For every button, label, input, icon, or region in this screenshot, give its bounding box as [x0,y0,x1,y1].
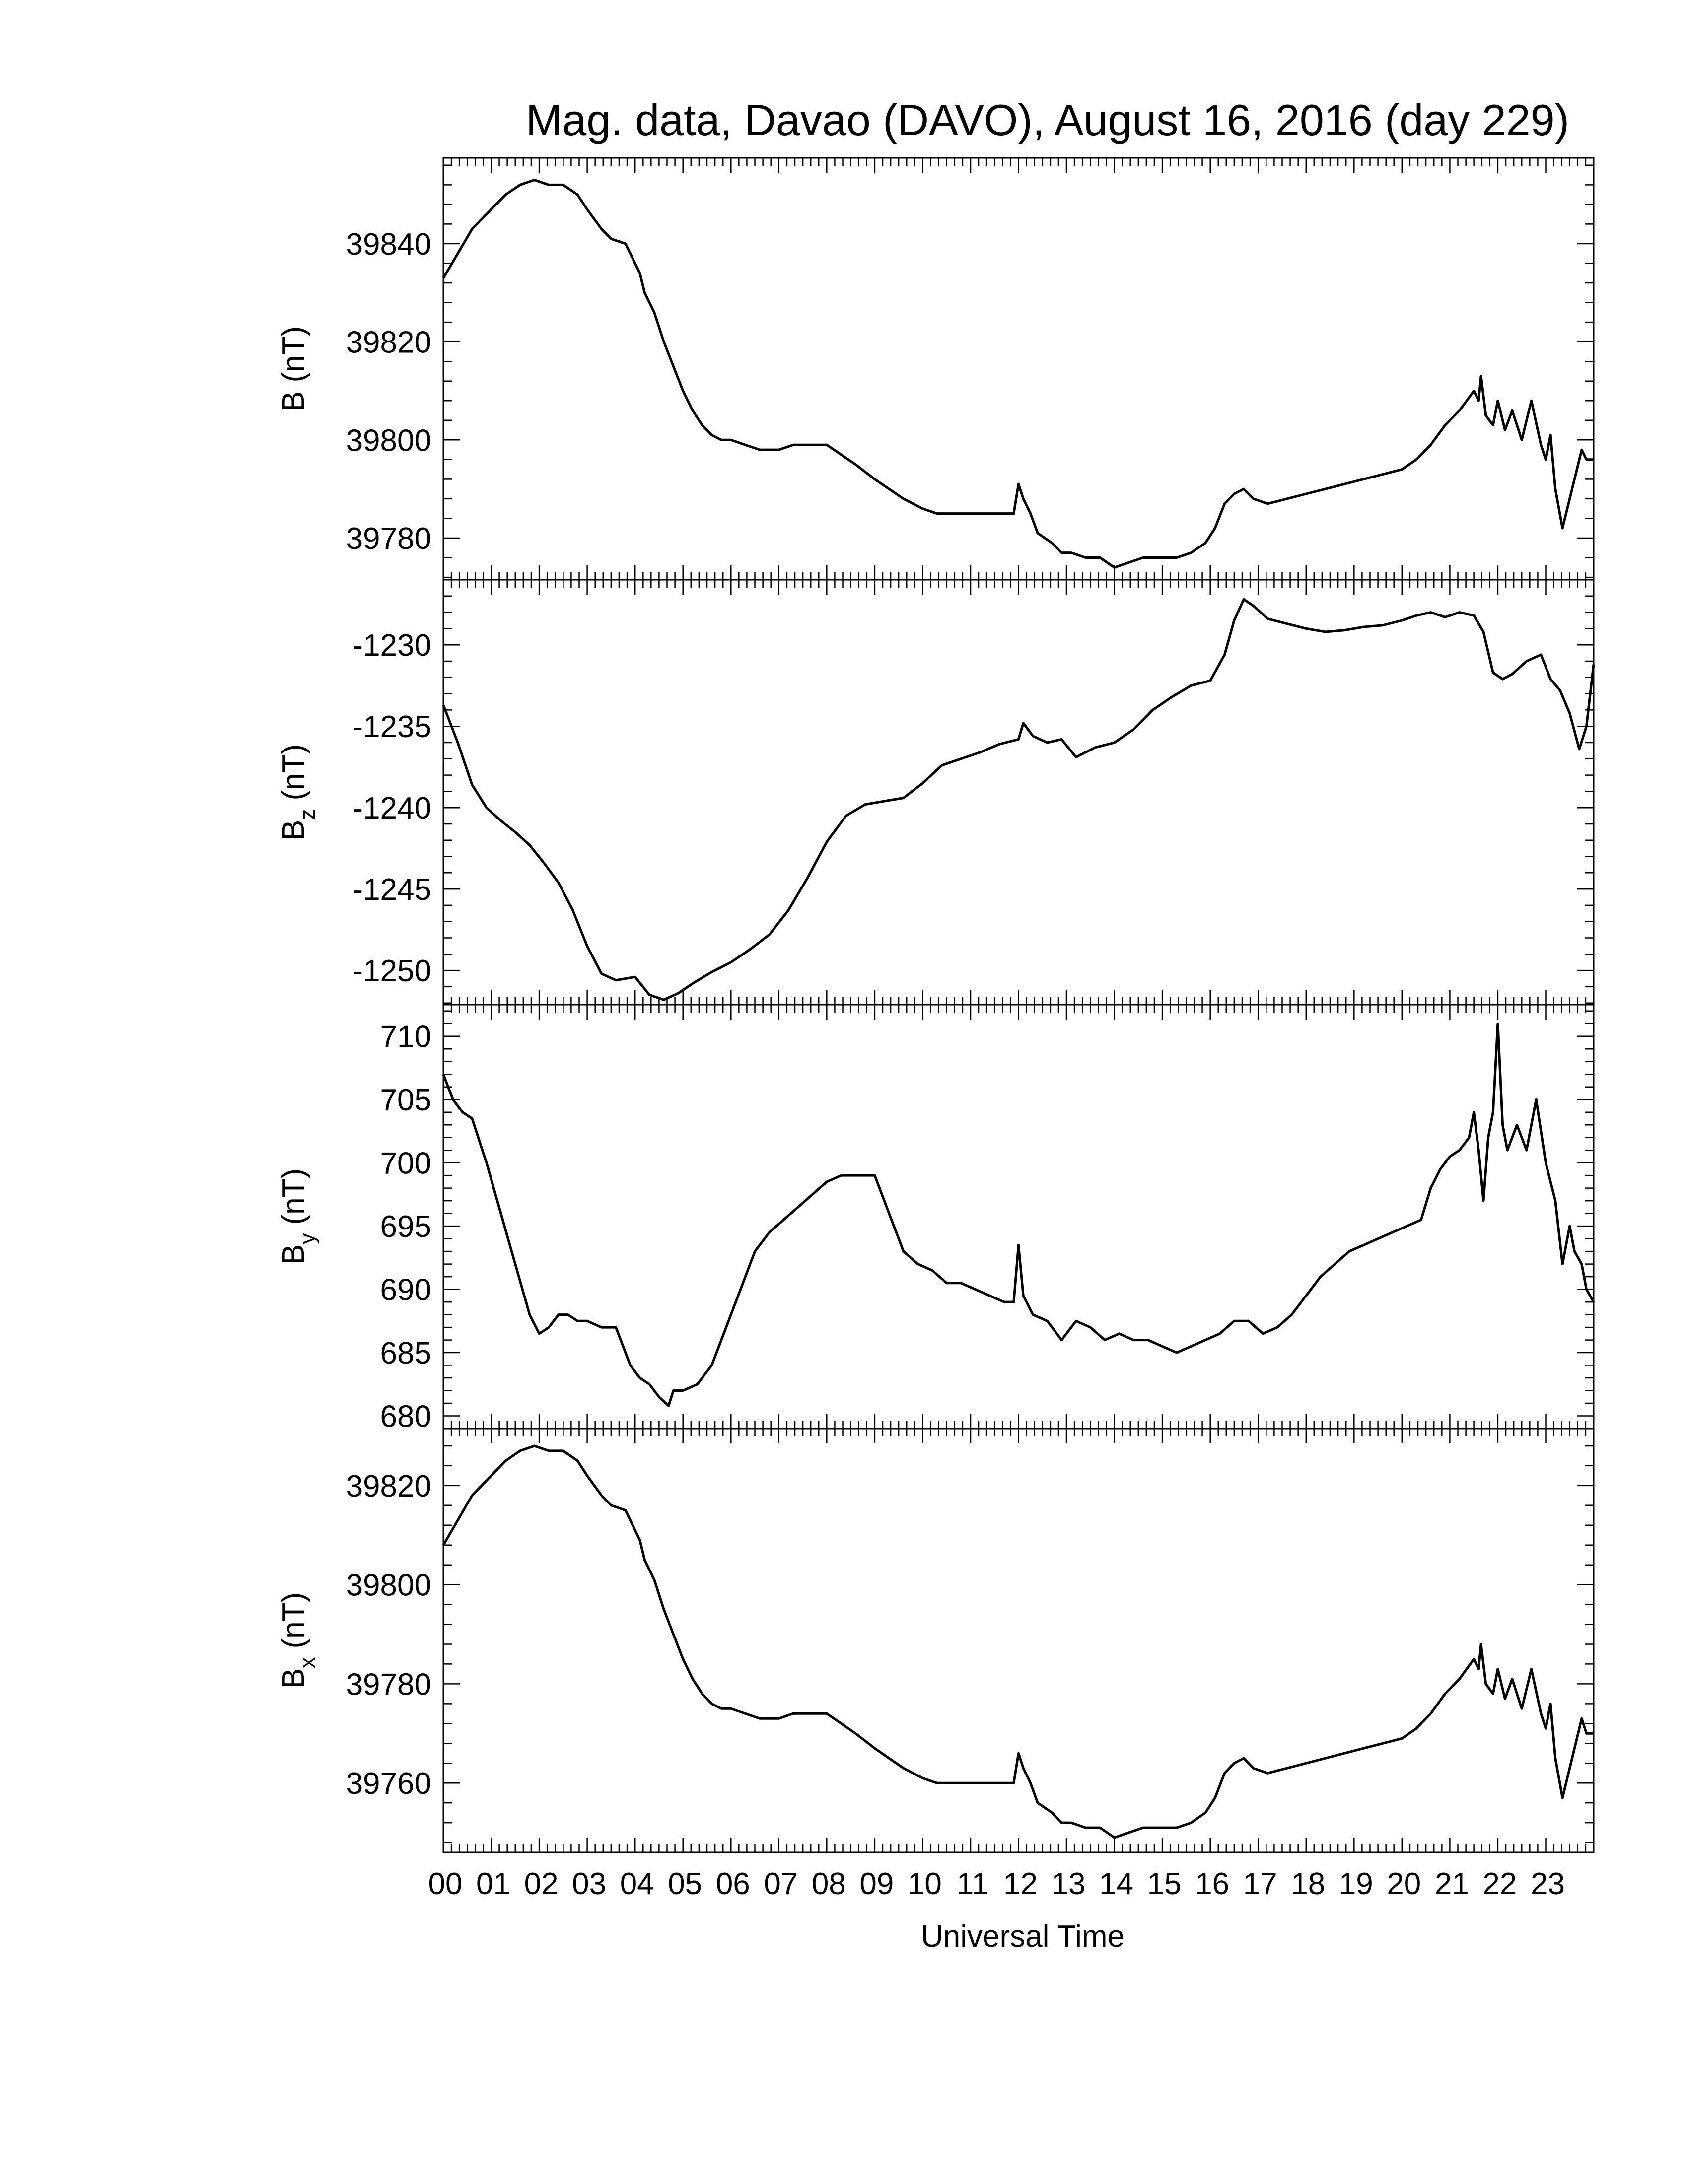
y-tick-label: -1235 [352,710,431,744]
x-tick-label: 23 [1531,1867,1565,1901]
y-tick-label: 39760 [346,1767,431,1801]
panel-b-x: 39760 39780 39800 39820 Bx (nT) [277,1428,1595,1853]
x-tick-label: 21 [1435,1867,1469,1901]
panel-frame [442,1428,1595,1853]
x-tick-label: 04 [620,1867,654,1901]
chart-title: Mag. data, Davao (DAVO), August 16, 2016… [526,95,1569,144]
panel-frame [442,157,1595,581]
y-axis-label: By (nT) [277,1168,320,1265]
x-tick-marks [442,580,1595,1005]
x-tick-label: 17 [1243,1867,1277,1901]
x-axis-label: Universal Time [921,1919,1125,1954]
x-tick-label: 00 [428,1867,463,1901]
x-tick-label: 16 [1195,1867,1229,1901]
y-tick-label: -1245 [352,873,431,907]
y-tick-label: 39800 [346,423,431,458]
x-tick-label: 12 [1003,1867,1038,1901]
series-line [442,1444,1594,1839]
y-tick-label: 39780 [346,1667,431,1702]
series-line [442,179,1594,569]
y-tick-label: -1230 [352,628,431,663]
y-axis-label: B (nT) [277,326,311,411]
y-tick-marks [443,579,1594,1004]
x-tick-label: 11 [957,1867,988,1901]
x-tick-label: 15 [1147,1867,1182,1901]
x-tick-label: 20 [1387,1867,1421,1901]
x-tick-label: 18 [1291,1867,1325,1901]
y-tick-label: -1250 [352,954,431,988]
x-tick-marks [442,158,1595,580]
y-tick-label: -1240 [352,791,431,825]
x-tick-label: 19 [1339,1867,1373,1901]
x-tick-marks [442,1005,1595,1429]
series-line [442,1022,1595,1407]
x-tick-label: 02 [524,1867,559,1901]
y-tick-label: 680 [380,1400,431,1434]
x-tick-label: 05 [668,1867,702,1901]
y-tick-label: 39780 [346,522,431,556]
y-tick-label: 700 [380,1147,431,1181]
x-tick-label: 07 [764,1867,798,1901]
x-tick-label: 13 [1052,1867,1086,1901]
y-tick-marks [443,164,1594,578]
x-tick-label: 01 [476,1867,510,1901]
y-tick-label: 39820 [346,326,431,360]
panel-frame [442,579,1595,1006]
y-tick-label: 695 [380,1210,431,1244]
x-tick-label: 09 [859,1867,894,1901]
y-tick-label: 685 [380,1336,431,1370]
x-axis-tick-labels: 00 01 02 03 04 05 06 07 08 09 10 11 12 13 14 15 16 17 18 19… [428,1867,1565,1901]
x-tick-label: 06 [716,1867,750,1901]
y-axis-label: Bx (nT) [277,1592,320,1689]
x-tick-marks [442,1429,1595,1852]
panel-b-y: 680 685 690 695 700 705 710 By (nT) [277,1004,1595,1434]
panel-b-z: -1250 -1245 -1240 -1235 -1230 Bz (nT) [277,579,1595,1006]
y-tick-label: 39840 [346,227,431,262]
y-tick-label: 710 [380,1020,431,1054]
x-tick-label: 03 [572,1867,606,1901]
y-axis-label: Bz (nT) [277,744,320,840]
y-tick-label: 690 [380,1273,431,1307]
x-tick-label: 22 [1482,1867,1517,1901]
x-tick-label: 14 [1099,1867,1133,1901]
panel-b-total: 39780 39800 39820 39840 B (nT) [277,157,1595,581]
series-line [442,598,1595,1001]
x-tick-label: 10 [908,1867,942,1901]
x-tick-label: 08 [812,1867,846,1901]
y-tick-label: 39800 [346,1569,431,1603]
y-tick-label: 705 [380,1083,431,1117]
y-tick-marks [443,1445,1594,1843]
y-tick-label: 39820 [346,1469,431,1503]
